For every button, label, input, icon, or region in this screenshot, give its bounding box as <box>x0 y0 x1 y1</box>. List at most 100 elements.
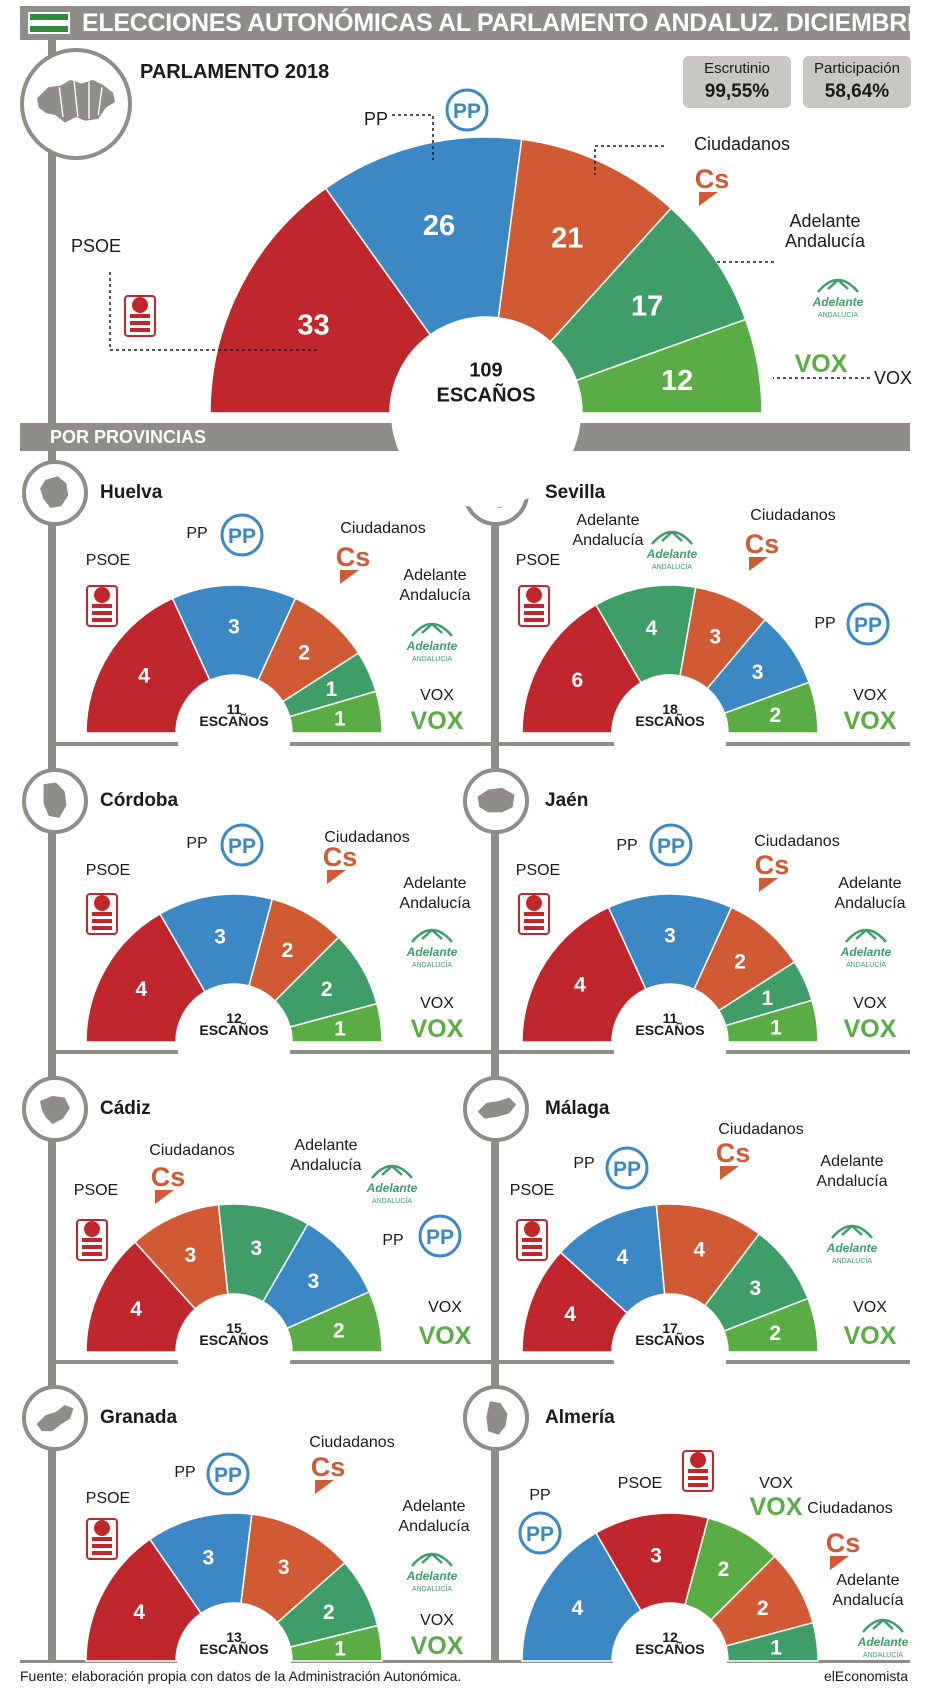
chart-8-label-ciudadanos: Ciudadanos <box>807 1500 892 1517</box>
chart-6-label-vox: VOX <box>853 1299 887 1316</box>
chart-5-value-adelante: 3 <box>250 1237 262 1260</box>
andalusia-flag-icon <box>28 12 70 34</box>
pp-logo-text: PP <box>453 100 481 123</box>
chart-0-label-vox: VOX <box>874 368 912 388</box>
chart-3-ciudadanos-logo-icon: Cs <box>323 842 357 884</box>
chart-6-label-ciudadanos: Ciudadanos <box>718 1121 803 1138</box>
chart-6-label-adelante: Adelante <box>820 1153 883 1170</box>
chart-4-slice-vox <box>724 999 819 1043</box>
chart-6-label-psoe: PSOE <box>510 1182 554 1199</box>
chart-2-value-ciudadanos: 3 <box>709 626 721 649</box>
chart-4-total-label: ESCAÑOS <box>635 1021 704 1038</box>
adelante-logo-text: Adelante <box>812 295 864 309</box>
chart-3-label-psoe: PSOE <box>86 862 130 879</box>
chart-0-pp-logo-icon: PP <box>445 88 489 132</box>
pp-logo-text: PP <box>854 614 882 637</box>
chart-6-psoe-logo-icon <box>516 1219 548 1261</box>
almeria-map-icon <box>463 1385 529 1451</box>
chart-3-psoe-logo-icon <box>86 893 118 935</box>
chart-0-label-adelante: Adelante <box>789 211 860 231</box>
chart-0-total-label: ESCAÑOS <box>437 383 536 406</box>
participacion-value: 58,64% <box>824 81 890 102</box>
adelante-logo-sub: ANDALUCÍA <box>846 960 886 969</box>
chart-3-value-adelante: 2 <box>321 978 333 1001</box>
chart-6-label-adelante: Andalucía <box>816 1173 887 1190</box>
chart-2-pp-logo-icon: PP <box>846 602 890 646</box>
chart-5-total: 15 <box>226 1320 242 1336</box>
escrutinio-box: Escrutinio 99,55% <box>683 56 791 108</box>
pp-logo-text: PP <box>526 1523 554 1546</box>
cs-logo-text: Cs <box>716 1138 751 1168</box>
left-timeline-line <box>48 40 56 1660</box>
chart-5-psoe-logo-icon <box>76 1219 108 1261</box>
chart-0-value-psoe: 33 <box>297 310 329 342</box>
chart-5-total-label: ESCAÑOS <box>199 1331 268 1348</box>
chart-0-value-vox: 12 <box>661 365 693 397</box>
chart-5-slice-psoe <box>85 1240 197 1353</box>
chart-0-center <box>391 318 581 508</box>
adelante-logo-text: Adelante <box>646 547 698 561</box>
chart-2-value-vox: 2 <box>770 704 782 727</box>
chart-7-value-adelante: 2 <box>323 1601 335 1624</box>
chart-3-value-ciudadanos: 2 <box>282 939 294 962</box>
vox-logo-text: VOX <box>411 707 464 735</box>
vox-logo-text: VOX <box>750 1493 803 1521</box>
chart-6-center <box>613 1295 727 1409</box>
chart-6-value-vox: 2 <box>769 1322 781 1345</box>
chart-7-value-psoe: 4 <box>133 1601 145 1624</box>
chart-8-label-vox: VOX <box>759 1475 793 1492</box>
chart-3-label-adelante: Adelante <box>403 875 466 892</box>
chart-1-label-ciudadanos: Ciudadanos <box>340 520 425 537</box>
parliament-leader-line-0 <box>109 272 320 351</box>
chart-6-value-psoe: 4 <box>564 1303 576 1326</box>
chart-1-value-ciudadanos: 2 <box>298 642 310 665</box>
cs-logo-text: Cs <box>336 542 371 572</box>
chart-1-label-adelante: Adelante <box>403 567 466 584</box>
chart-7-ciudadanos-logo-icon: Cs <box>311 1452 345 1494</box>
vox-logo-text: VOX <box>844 707 897 735</box>
chart-4-value-ciudadanos: 2 <box>734 951 746 974</box>
chart-6-pp-logo-icon: PP <box>605 1146 649 1190</box>
chart-3-label-vox: VOX <box>420 995 454 1012</box>
chart-5-slice-vox <box>285 1290 383 1353</box>
pp-logo-text: PP <box>228 525 256 548</box>
chart-1-label-pp: PP <box>186 525 207 542</box>
chart-4-value-vox: 1 <box>770 1016 782 1039</box>
chart-2-label-psoe: PSOE <box>516 552 560 569</box>
chart-5-label-adelante: Adelante <box>294 1137 357 1154</box>
cs-logo-text: Cs <box>695 164 730 194</box>
chart-1-slice-pp <box>171 584 297 682</box>
chart-3-label-ciudadanos: Ciudadanos <box>324 829 409 846</box>
chart-6-ciudadanos-logo-icon: Cs <box>716 1138 751 1180</box>
chart-4-psoe-logo-icon <box>518 893 550 935</box>
chart-4-label-adelante: Andalucía <box>834 895 905 912</box>
chart-2-label-adelante: Adelante <box>576 512 639 529</box>
chart-1-ciudadanos-logo-icon: Cs <box>336 542 371 584</box>
chart-8-value-vox: 2 <box>718 1558 730 1581</box>
pp-logo-text: PP <box>214 1464 242 1487</box>
chart-3-center <box>177 985 291 1099</box>
chart-6-value-pp: 4 <box>616 1246 628 1269</box>
chart-0-label-psoe: PSOE <box>71 236 121 256</box>
chart-2-value-adelante: 4 <box>646 617 658 640</box>
chart-5-ciudadanos-logo-icon: Cs <box>151 1162 185 1204</box>
chart-7-label-psoe: PSOE <box>86 1490 130 1507</box>
page-title: ELECCIONES AUTONÓMICAS AL PARLAMENTO AND… <box>82 9 950 37</box>
chart-1-slice-psoe <box>85 597 211 734</box>
adelante-logo-sub: ANDALUCÍA <box>652 562 692 571</box>
row-divider-2 <box>56 1050 910 1054</box>
huelva-map-icon <box>22 460 88 526</box>
chart-2-psoe-logo-icon <box>518 585 550 627</box>
adelante-logo-text: Adelante <box>366 1181 418 1195</box>
andalusia-map-icon <box>20 48 132 160</box>
chart-8-ciudadanos-logo-icon: Cs <box>826 1528 860 1570</box>
chart-6-total: 17 <box>662 1320 678 1336</box>
chart-0-value-pp: 26 <box>423 210 455 242</box>
footer-divider <box>20 1660 910 1663</box>
